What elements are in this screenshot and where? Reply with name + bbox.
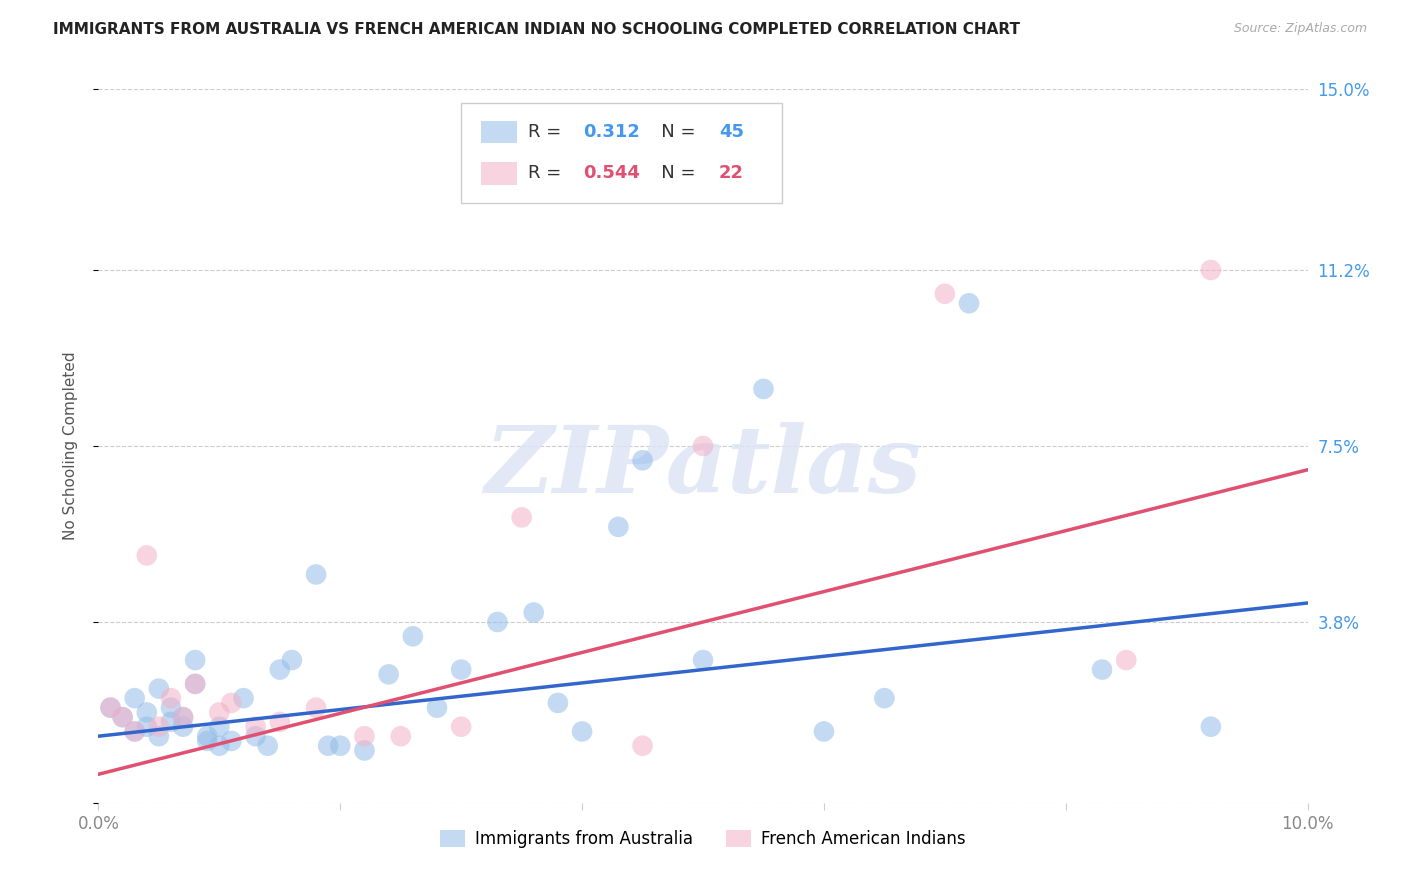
- Point: [160, 714, 183, 729]
- Point: [124, 724, 146, 739]
- Point: [1115, 653, 1137, 667]
- Point: [450, 663, 472, 677]
- Point: [1091, 663, 1114, 677]
- Point: [232, 691, 254, 706]
- Point: [111, 710, 134, 724]
- Y-axis label: No Schooling Completed: No Schooling Completed: [63, 351, 77, 541]
- Point: [160, 691, 183, 706]
- Point: [547, 696, 569, 710]
- Point: [1199, 720, 1222, 734]
- Point: [873, 691, 896, 706]
- Point: [245, 729, 267, 743]
- Text: N =: N =: [644, 164, 702, 182]
- Point: [510, 510, 533, 524]
- Text: ZIPatlas: ZIPatlas: [485, 423, 921, 512]
- Text: 0.312: 0.312: [583, 123, 640, 141]
- Point: [172, 710, 194, 724]
- Point: [523, 606, 546, 620]
- Text: R =: R =: [527, 164, 572, 182]
- Text: Source: ZipAtlas.com: Source: ZipAtlas.com: [1233, 22, 1367, 36]
- Text: 22: 22: [718, 164, 744, 182]
- FancyBboxPatch shape: [481, 162, 517, 185]
- FancyBboxPatch shape: [461, 103, 782, 203]
- Point: [135, 720, 157, 734]
- Point: [184, 677, 207, 691]
- Point: [148, 729, 170, 743]
- Point: [184, 653, 207, 667]
- Point: [353, 729, 375, 743]
- Point: [208, 706, 231, 720]
- Point: [607, 520, 630, 534]
- Point: [208, 739, 231, 753]
- Legend: Immigrants from Australia, French American Indians: Immigrants from Australia, French Americ…: [433, 823, 973, 855]
- Point: [184, 677, 207, 691]
- Point: [124, 724, 146, 739]
- Point: [160, 700, 183, 714]
- Point: [692, 653, 714, 667]
- Point: [329, 739, 352, 753]
- Point: [450, 720, 472, 734]
- Point: [195, 734, 218, 748]
- Point: [135, 706, 157, 720]
- Point: [100, 700, 122, 714]
- Text: R =: R =: [527, 123, 572, 141]
- Point: [135, 549, 157, 563]
- Point: [402, 629, 425, 643]
- Point: [195, 729, 218, 743]
- Point: [148, 681, 170, 696]
- Text: N =: N =: [644, 123, 702, 141]
- FancyBboxPatch shape: [481, 120, 517, 144]
- Point: [172, 720, 194, 734]
- Point: [486, 615, 509, 629]
- Point: [813, 724, 835, 739]
- Point: [208, 720, 231, 734]
- Point: [269, 714, 291, 729]
- Text: IMMIGRANTS FROM AUSTRALIA VS FRENCH AMERICAN INDIAN NO SCHOOLING COMPLETED CORRE: IMMIGRANTS FROM AUSTRALIA VS FRENCH AMER…: [53, 22, 1021, 37]
- Point: [305, 700, 328, 714]
- Point: [934, 286, 956, 301]
- Point: [752, 382, 775, 396]
- Point: [389, 729, 412, 743]
- Point: [245, 720, 267, 734]
- Point: [377, 667, 399, 681]
- Point: [353, 743, 375, 757]
- Point: [111, 710, 134, 724]
- Point: [1199, 263, 1222, 277]
- Point: [172, 710, 194, 724]
- Point: [221, 696, 243, 710]
- Point: [316, 739, 339, 753]
- Point: [957, 296, 980, 310]
- Point: [100, 700, 122, 714]
- Text: 0.544: 0.544: [583, 164, 640, 182]
- Point: [269, 663, 291, 677]
- Point: [256, 739, 278, 753]
- Point: [571, 724, 593, 739]
- Point: [426, 700, 449, 714]
- Point: [281, 653, 304, 667]
- Point: [631, 453, 654, 467]
- Point: [124, 691, 146, 706]
- Text: 45: 45: [718, 123, 744, 141]
- Point: [305, 567, 328, 582]
- Point: [631, 739, 654, 753]
- Point: [221, 734, 243, 748]
- Point: [692, 439, 714, 453]
- Point: [148, 720, 170, 734]
